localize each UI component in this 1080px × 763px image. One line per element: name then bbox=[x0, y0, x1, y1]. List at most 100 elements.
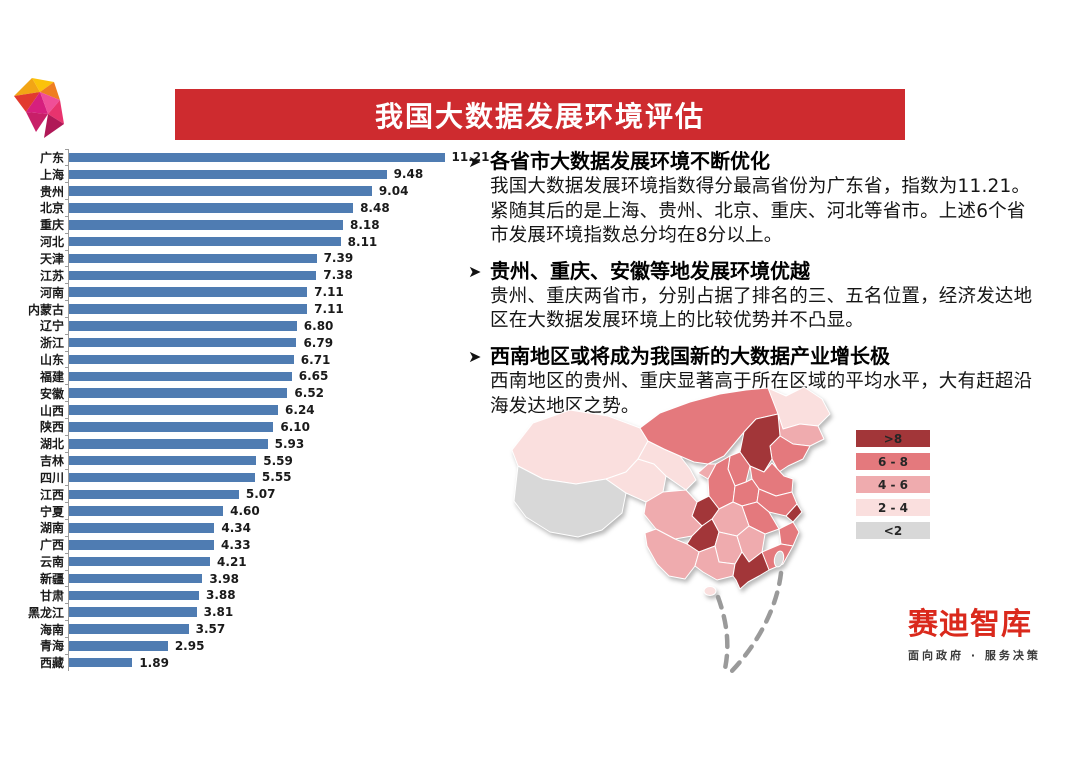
bar-row: 浙江 6.79 bbox=[16, 333, 486, 352]
bar-value-label: 3.57 bbox=[195, 622, 226, 637]
bar-row: 广西 4.33 bbox=[16, 535, 486, 554]
bar bbox=[69, 186, 372, 196]
bar-track: 9.48 bbox=[65, 165, 486, 183]
bar-value-label: 6.71 bbox=[300, 352, 331, 367]
bar-row: 内蒙古 7.11 bbox=[16, 300, 486, 318]
bar-value-label: 5.55 bbox=[261, 470, 292, 485]
bar-row: 四川 5.55 bbox=[16, 468, 486, 486]
bar bbox=[69, 236, 341, 247]
bar bbox=[69, 253, 317, 264]
map-region-shanghai bbox=[785, 503, 803, 523]
bar-row: 江苏 7.38 bbox=[16, 266, 486, 284]
bar-category-label: 江苏 bbox=[39, 268, 64, 283]
map-region-ningxia bbox=[697, 463, 717, 480]
bar-row: 贵州 9.04 bbox=[16, 182, 486, 200]
bar-row: 黑龙江 3.81 bbox=[16, 603, 486, 621]
page-title: 我国大数据发展环境评估 bbox=[374, 99, 705, 133]
bar-track: 9.04 bbox=[65, 182, 486, 200]
bar-category-label: 新疆 bbox=[39, 572, 64, 587]
bullet-heading: 西南地区或将成为我国新的大数据产业增长极 bbox=[490, 343, 890, 368]
bar bbox=[69, 624, 189, 634]
bar-row: 安徽 6.52 bbox=[16, 384, 486, 402]
bullet-environment-optimizing: ➤ 各省市大数据发展环境不断优化 我国大数据发展环境指数得分最高省份为广东省，指… bbox=[468, 148, 1040, 249]
bar-track: 4.21 bbox=[65, 552, 486, 571]
bar-category-label: 陕西 bbox=[39, 420, 64, 435]
bar-category-label: 湖南 bbox=[39, 521, 64, 536]
bullet-body: 贵州、重庆两省市，分别占据了排名的三、五名位置，经济发达地区在大数据发展环境上的… bbox=[490, 285, 1033, 332]
bar-category-label: 广东 bbox=[39, 150, 64, 165]
bar-row: 海南 3.57 bbox=[16, 620, 486, 638]
bar-track: 4.34 bbox=[65, 519, 486, 537]
bar-value-label: 4.60 bbox=[230, 504, 260, 519]
bar bbox=[69, 472, 255, 483]
legend-swatch: 6 - 8 bbox=[856, 453, 930, 470]
bar-track: 7.38 bbox=[65, 266, 486, 284]
bar-value-label: 5.59 bbox=[263, 453, 293, 468]
brand-name: 赛迪智库 bbox=[908, 607, 1032, 642]
nine-dash-line-east bbox=[725, 570, 784, 678]
bar-value-label: 4.34 bbox=[221, 520, 251, 535]
china-choropleth-map bbox=[488, 383, 863, 698]
legend-item: 2 - 4 bbox=[856, 499, 930, 516]
bar bbox=[69, 523, 215, 533]
legend-item: >8 bbox=[856, 430, 930, 447]
bar bbox=[69, 422, 274, 432]
bar-value-label: 7.11 bbox=[314, 285, 344, 300]
bar-row: 辽宁 6.80 bbox=[16, 316, 486, 335]
bar-value-label: 6.10 bbox=[280, 419, 310, 434]
bar bbox=[69, 489, 239, 500]
map-region-tibet bbox=[513, 465, 627, 538]
bar bbox=[69, 590, 199, 601]
bar-value-label: 3.98 bbox=[209, 571, 239, 586]
bar-value-label: 6.24 bbox=[285, 403, 315, 418]
bullet-guizhou-chongqing: ➤ 贵州、重庆、安徽等地发展环境优越 贵州、重庆两省市，分别占据了排名的三、五名… bbox=[468, 258, 1040, 334]
bar-category-label: 甘肃 bbox=[39, 588, 64, 603]
bullet-heading: 贵州、重庆、安徽等地发展环境优越 bbox=[490, 258, 810, 283]
bar-category-label: 浙江 bbox=[39, 336, 64, 351]
bar bbox=[69, 405, 279, 415]
bar-category-label: 河北 bbox=[39, 235, 64, 250]
legend-swatch: 2 - 4 bbox=[856, 499, 930, 516]
bar-category-label: 青海 bbox=[39, 639, 64, 654]
map-region-taiwan bbox=[773, 550, 785, 568]
bar bbox=[69, 321, 297, 331]
arrow-bullet-icon: ➤ bbox=[468, 261, 482, 281]
bar-track: 3.98 bbox=[65, 569, 486, 587]
bar-row: 江西 5.07 bbox=[16, 485, 486, 503]
bar-track: 7.11 bbox=[65, 283, 486, 301]
bar-category-label: 山东 bbox=[39, 353, 64, 368]
nine-dash-line-west bbox=[715, 594, 730, 676]
bar-category-label: 广西 bbox=[39, 538, 64, 553]
bar-track: 6.80 bbox=[65, 316, 486, 335]
bar bbox=[69, 506, 224, 516]
bar-row: 青海 2.95 bbox=[16, 636, 486, 655]
bar-value-label: 2.95 bbox=[174, 638, 205, 653]
bar bbox=[69, 455, 257, 466]
bar-track: 5.59 bbox=[65, 451, 486, 470]
bar bbox=[69, 203, 354, 213]
bar-value-label: 6.79 bbox=[303, 335, 334, 350]
bar bbox=[69, 270, 317, 281]
bar-value-label: 8.18 bbox=[350, 217, 380, 232]
bar-track: 11.21 bbox=[65, 148, 490, 166]
bar bbox=[69, 287, 308, 297]
bar bbox=[69, 657, 133, 668]
brand-logo: 赛迪智库 面向政府 · 服务决策 bbox=[908, 608, 1058, 663]
insight-bullets: ➤ 各省市大数据发展环境不断优化 我国大数据发展环境指数得分最高省份为广东省，指… bbox=[468, 148, 1040, 428]
bar-category-label: 西藏 bbox=[39, 656, 64, 671]
legend-item: <2 bbox=[856, 522, 930, 539]
bar-row: 北京 8.48 bbox=[16, 199, 486, 217]
bar bbox=[69, 337, 297, 348]
bar-value-label: 6.80 bbox=[303, 318, 334, 333]
bar-track: 6.24 bbox=[65, 401, 486, 419]
bar-value-label: 9.48 bbox=[393, 167, 424, 182]
bar-track: 3.81 bbox=[65, 603, 486, 621]
arrow-bullet-icon: ➤ bbox=[468, 152, 482, 171]
bar-track: 6.65 bbox=[65, 367, 486, 385]
legend-item: 4 - 6 bbox=[856, 476, 930, 493]
bar-row: 陕西 6.10 bbox=[16, 418, 486, 436]
bar bbox=[69, 371, 292, 382]
map-region-hainan bbox=[703, 586, 717, 596]
bar bbox=[69, 354, 294, 365]
bar bbox=[69, 641, 168, 651]
